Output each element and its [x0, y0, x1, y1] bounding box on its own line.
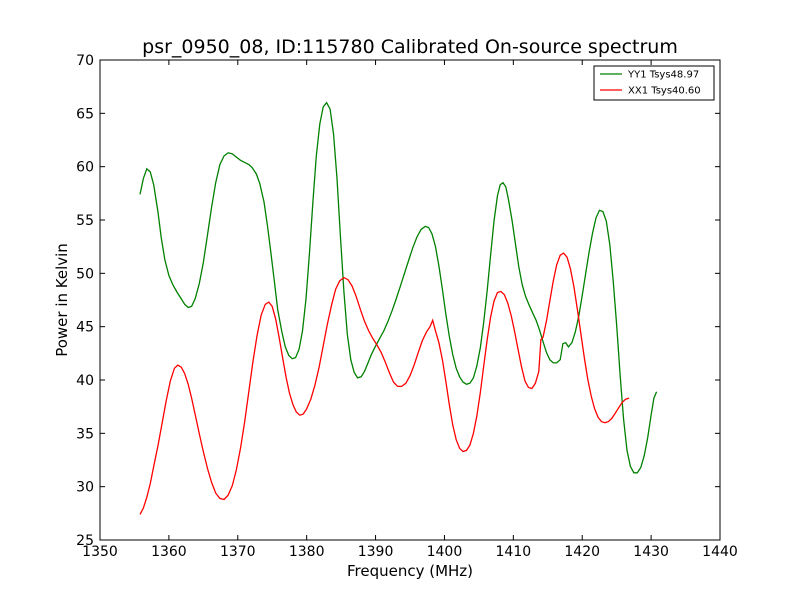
chart-title: psr_0950_08, ID:115780 Calibrated On-sou… [142, 36, 678, 58]
y-tick-label: 60 [76, 160, 94, 176]
x-tick-label: 1410 [496, 544, 532, 560]
y-tick-label: 30 [76, 480, 94, 496]
x-tick-label: 1370 [220, 544, 256, 560]
y-tick-label: 55 [76, 213, 94, 229]
x-tick-label: 1440 [702, 544, 738, 560]
x-axis: 1350 1360 1370 1380 1390 1400 1410 1420 1430 1440 [82, 60, 738, 560]
x-tick-label: 1400 [427, 544, 463, 560]
y-tick-label: 65 [76, 106, 94, 122]
x-tick-label: 1430 [633, 544, 669, 560]
x-tick-label: 1360 [151, 544, 187, 560]
legend-box [593, 65, 715, 101]
x-tick-label: 1380 [289, 544, 325, 560]
y-tick-label: 25 [76, 533, 94, 549]
x-tick-label: 1390 [358, 544, 394, 560]
y-tick-label: 70 [76, 53, 94, 69]
y-tick-label: 50 [76, 266, 94, 282]
plot-area: 1350 1360 1370 1380 1390 1400 1410 1420 1430 1440… [76, 53, 738, 560]
series-line-1 [139, 252, 630, 515]
series-line-0 [139, 101, 658, 474]
y-tick-label: 45 [76, 320, 94, 336]
legend-label-1: XX1 Tsys40.60 [628, 86, 701, 97]
y-axis: 25 30 35 40 45 50 55 60 65 70 [76, 53, 720, 549]
legend-label-0: YY1 Tsys48.97 [627, 70, 699, 81]
x-tick-label: 1420 [564, 544, 600, 560]
plot-frame [99, 59, 721, 541]
y-axis-label: Power in Kelvin [53, 243, 71, 357]
x-tick-label: 1350 [82, 544, 118, 560]
x-axis-label: Frequency (MHz) [347, 562, 473, 580]
y-tick-label: 40 [76, 373, 94, 389]
legend: YY1 Tsys48.97 XX1 Tsys40.60 [593, 65, 715, 101]
y-tick-label: 35 [76, 426, 94, 442]
series-lines [139, 101, 658, 515]
